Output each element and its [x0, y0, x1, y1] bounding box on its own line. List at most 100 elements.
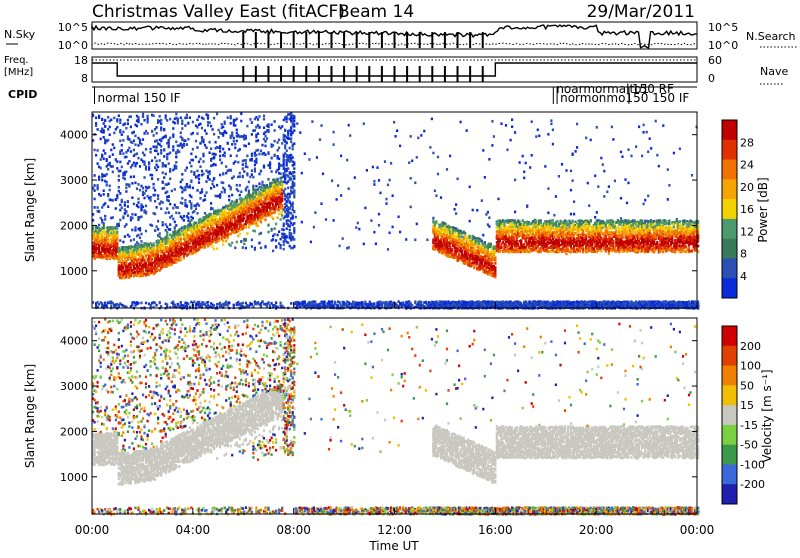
echo-cell	[107, 205, 109, 208]
echo-cell	[245, 302, 247, 305]
echo-cell	[162, 181, 164, 184]
echo-cell	[212, 207, 214, 210]
echo-cell	[180, 301, 182, 304]
echo-cell	[216, 113, 218, 116]
echo-cell	[107, 168, 109, 171]
echo-cell	[156, 126, 158, 129]
echo-cell	[153, 242, 155, 245]
echo-cell	[280, 302, 282, 305]
echo-cell	[94, 149, 96, 152]
echo-cell	[254, 248, 256, 251]
echo-cell	[272, 238, 274, 241]
echo-cell	[100, 158, 102, 161]
echo-cell	[180, 257, 182, 260]
freq-panel: Freq. [MHz] 18 8 60 0 Nave	[4, 54, 788, 85]
echo-cell	[260, 170, 262, 173]
echo-cell	[289, 147, 291, 150]
echo-cell	[142, 187, 144, 190]
echo-cell	[112, 171, 114, 174]
echo-cell	[166, 231, 168, 234]
echo-cell	[267, 123, 269, 126]
echo-cell	[245, 162, 247, 165]
echo-cell	[242, 246, 244, 249]
echo-cell	[274, 140, 276, 143]
echo-cell	[119, 192, 121, 195]
echo-cell	[264, 218, 266, 221]
echo-cell	[97, 149, 99, 152]
echo-cell	[290, 212, 292, 215]
echo-cell	[165, 135, 167, 138]
echo-cell	[116, 227, 118, 230]
echo-cell	[201, 188, 203, 191]
echo-cell	[181, 178, 183, 181]
echo-cell	[165, 173, 167, 176]
echo-cell	[125, 262, 127, 265]
echo-cell	[145, 166, 147, 169]
echo-cell	[286, 120, 288, 123]
echo-cell	[133, 140, 135, 143]
echo-cell	[169, 168, 171, 171]
echo-cell	[189, 116, 191, 119]
echo-cell	[178, 212, 180, 215]
echo-cell	[215, 153, 217, 156]
echo-cell	[169, 152, 171, 155]
echo-cell	[101, 206, 103, 209]
echo-cell	[125, 211, 127, 214]
echo-cell	[311, 120, 313, 123]
echo-cell	[236, 225, 238, 228]
echo-cell	[119, 239, 121, 242]
echo-cell	[137, 144, 139, 147]
echo-cell	[157, 194, 159, 197]
echo-cell	[103, 227, 105, 230]
echo-cell	[128, 160, 130, 163]
echo-cell	[190, 170, 192, 173]
echo-cell	[274, 129, 276, 132]
echo-cell	[280, 244, 282, 247]
freq-left-label-1: Freq.	[4, 55, 29, 66]
echo-cell	[239, 175, 241, 178]
echo-cell	[239, 194, 241, 197]
echo-cell	[181, 122, 183, 125]
echo-cell	[246, 166, 248, 169]
echo-cell	[124, 178, 126, 181]
echo-cell	[322, 173, 324, 176]
echo-cell	[204, 194, 206, 197]
echo-cell	[339, 301, 341, 304]
echo-cell	[168, 144, 170, 147]
echo-cell	[137, 183, 139, 186]
echo-cell	[134, 143, 136, 146]
echo-cell	[97, 184, 99, 187]
echo-cell	[119, 170, 121, 173]
echo-cell	[133, 238, 135, 241]
echo-cell	[283, 248, 285, 251]
echo-cell	[168, 195, 170, 198]
echo-cell	[243, 243, 245, 246]
echo-cell	[283, 229, 285, 232]
echo-cell	[245, 225, 247, 228]
echo-cell	[207, 124, 209, 127]
echo-cell	[157, 166, 159, 169]
echo-cell	[119, 121, 121, 124]
echo-cell	[227, 142, 229, 145]
echo-cell	[166, 207, 168, 210]
echo-cell	[207, 301, 209, 304]
echo-cell	[260, 221, 262, 224]
echo-cell	[236, 118, 238, 121]
echo-cell	[254, 170, 256, 173]
echo-cell	[243, 217, 245, 220]
echo-cell	[175, 165, 177, 168]
echo-cell	[160, 126, 162, 129]
echo-cell	[100, 138, 102, 141]
echo-cell	[103, 122, 105, 125]
sky-right-label: N.Search	[746, 30, 796, 43]
echo-cell	[104, 125, 106, 128]
echo-cell	[277, 149, 279, 152]
echo-cell	[116, 118, 118, 121]
echo-cell	[204, 144, 206, 147]
echo-cell	[284, 188, 286, 191]
echo-cell	[290, 154, 292, 157]
echo-cell	[236, 199, 238, 202]
echo-cell	[274, 233, 276, 236]
echo-cell	[172, 207, 174, 210]
